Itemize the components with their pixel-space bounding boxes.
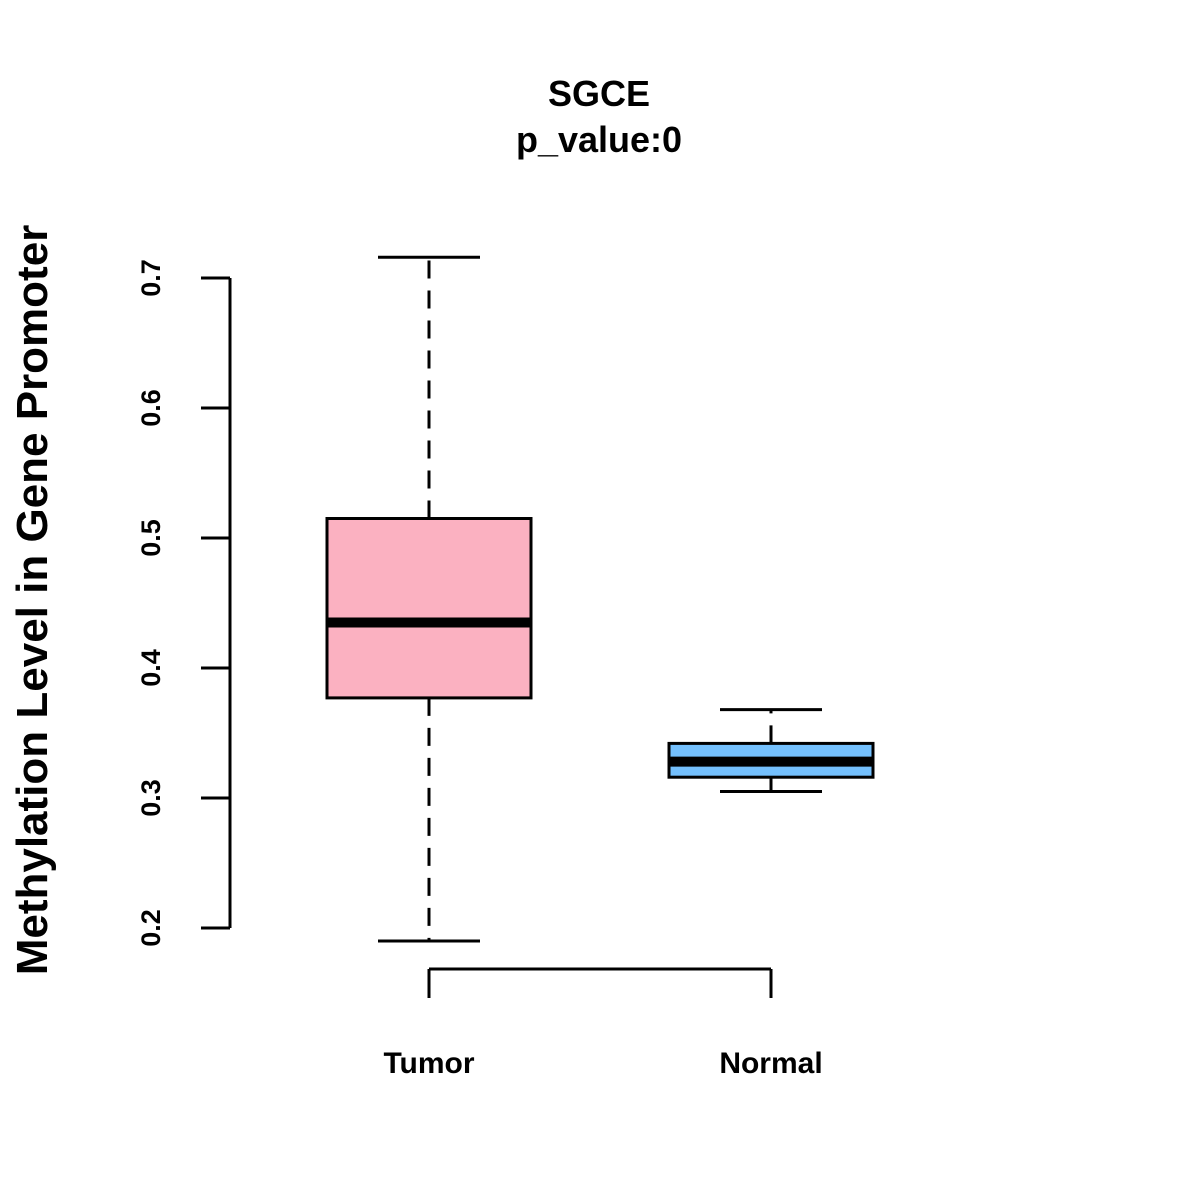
y-axis-label: Methylation Level in Gene Promoter: [8, 225, 57, 976]
box-normal: [667, 708, 875, 793]
iqr-box: [325, 517, 533, 700]
y-tick-label: 0.5: [136, 519, 166, 557]
y-axis: 0.2 0.3 0.4 0.5 0.6 0.7: [136, 259, 232, 947]
y-tick-label: 0.7: [136, 259, 166, 297]
y-tick-label: 0.3: [136, 779, 166, 817]
box-tumor: [325, 255, 533, 943]
x-tick-label-normal: Normal: [719, 1047, 822, 1080]
y-tick-label: 0.6: [136, 389, 166, 427]
chart-title: SGCE: [548, 73, 650, 114]
y-tick-label: 0.4: [136, 649, 166, 687]
x-axis: Tumor Normal: [383, 967, 823, 1080]
y-tick-label: 0.2: [136, 909, 166, 947]
boxes: [325, 255, 875, 943]
x-tick-label-tumor: Tumor: [383, 1047, 474, 1080]
chart-subtitle: p_value:0: [516, 119, 682, 160]
